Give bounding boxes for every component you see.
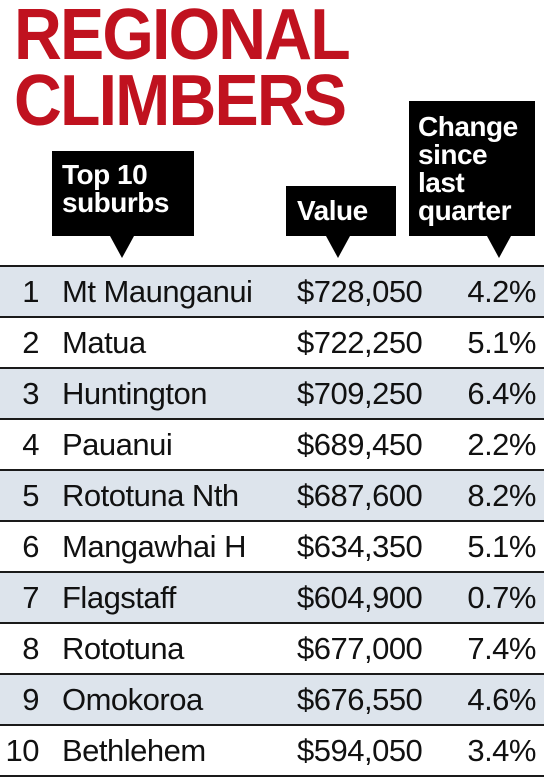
suburb-cell: Mt Maunganui xyxy=(62,274,253,309)
title-line-1: REGIONAL xyxy=(14,0,351,75)
rank-cell: 2 xyxy=(22,325,39,360)
rank-cell: 8 xyxy=(22,631,39,666)
column-header-value: Value xyxy=(286,186,396,258)
table-row: 9 Omokoroa $676,550 4.6% xyxy=(0,675,544,726)
value-cell: $677,000 xyxy=(297,631,423,666)
header-change-line-3: last xyxy=(418,167,465,198)
header-change-line-2: since xyxy=(418,139,488,170)
value-cell: $722,250 xyxy=(297,325,423,360)
value-cell: $594,050 xyxy=(297,733,423,768)
change-cell: 2.2% xyxy=(467,427,536,462)
rank-cell: 6 xyxy=(22,529,39,564)
page-title: REGIONAL CLIMBERS xyxy=(14,0,351,141)
rank-cell: 3 xyxy=(22,376,39,411)
suburb-cell: Matua xyxy=(62,325,146,360)
header-suburbs-line-1: Top 10 xyxy=(62,159,148,190)
value-cell: $689,450 xyxy=(297,427,423,462)
rank-cell: 7 xyxy=(22,580,39,615)
rank-cell: 9 xyxy=(22,682,39,717)
column-header-suburbs: Top 10 suburbs xyxy=(52,151,194,258)
suburb-cell: Huntington xyxy=(62,376,207,411)
change-cell: 0.7% xyxy=(467,580,536,615)
rank-cell: 5 xyxy=(22,478,39,513)
change-cell: 5.1% xyxy=(467,529,536,564)
ranking-table: 1 Mt Maunganui $728,050 4.2% 2 Matua $722,250 5… xyxy=(0,265,544,777)
header-value-label: Value xyxy=(297,195,368,226)
change-cell: 7.4% xyxy=(467,631,536,666)
table-row: 5 Rototuna Nth $687,600 8.2% xyxy=(0,471,544,522)
rank-cell: 10 xyxy=(5,733,40,768)
value-cell: $604,900 xyxy=(297,580,423,615)
value-cell: $676,550 xyxy=(297,682,423,717)
rank-cell: 1 xyxy=(22,274,39,309)
table-row: 10 Bethlehem $594,050 3.4% xyxy=(0,726,544,777)
change-cell: 4.6% xyxy=(467,682,536,717)
suburb-cell: Mangawhai H xyxy=(62,529,247,564)
rank-cell: 4 xyxy=(22,427,39,462)
suburb-cell: Bethlehem xyxy=(62,733,206,768)
table-row: 8 Rototuna $677,000 7.4% xyxy=(0,624,544,675)
down-arrow-icon xyxy=(487,236,511,258)
value-cell: $728,050 xyxy=(297,274,423,309)
change-cell: 3.4% xyxy=(467,733,536,768)
value-cell: $687,600 xyxy=(297,478,423,513)
table-row: 6 Mangawhai H $634,350 5.1% xyxy=(0,522,544,573)
header-change-line-1: Change xyxy=(418,111,518,142)
value-cell: $709,250 xyxy=(297,376,423,411)
change-cell: 5.1% xyxy=(467,325,536,360)
down-arrow-icon xyxy=(326,236,350,258)
title-line-2: CLIMBERS xyxy=(14,61,347,141)
table-row: 3 Huntington $709,250 6.4% xyxy=(0,369,544,420)
suburb-cell: Flagstaff xyxy=(62,580,176,615)
change-cell: 4.2% xyxy=(467,274,536,309)
header-suburbs-line-2: suburbs xyxy=(62,187,169,218)
table-row: 1 Mt Maunganui $728,050 4.2% xyxy=(0,267,544,318)
suburb-cell: Pauanui xyxy=(62,427,173,462)
value-cell: $634,350 xyxy=(297,529,423,564)
change-cell: 8.2% xyxy=(467,478,536,513)
table-row: 2 Matua $722,250 5.1% xyxy=(0,318,544,369)
down-arrow-icon xyxy=(110,236,134,258)
suburb-cell: Rototuna Nth xyxy=(62,478,239,513)
column-header-change: Change since last quarter xyxy=(409,101,535,258)
suburb-cell: Omokoroa xyxy=(62,682,203,717)
header-change-line-4: quarter xyxy=(418,195,511,226)
suburb-cell: Rototuna xyxy=(62,631,184,666)
table-row: 4 Pauanui $689,450 2.2% xyxy=(0,420,544,471)
change-cell: 6.4% xyxy=(467,376,536,411)
table-row: 7 Flagstaff $604,900 0.7% xyxy=(0,573,544,624)
